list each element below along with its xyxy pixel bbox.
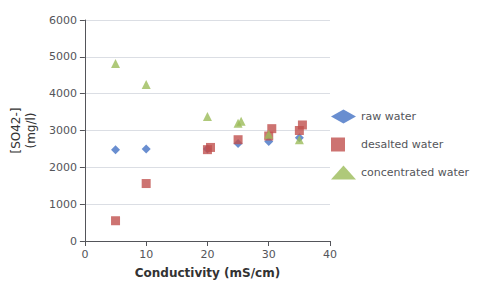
svg-text:20: 20 bbox=[200, 248, 214, 261]
svg-text:1000: 1000 bbox=[49, 198, 77, 211]
svg-text:Conductivity (mS/cm): Conductivity (mS/cm) bbox=[135, 266, 280, 280]
svg-text:raw water: raw water bbox=[361, 110, 417, 123]
svg-text:10: 10 bbox=[139, 248, 153, 261]
svg-text:2000: 2000 bbox=[49, 161, 77, 174]
svg-text:(mg/l): (mg/l) bbox=[24, 112, 38, 148]
svg-text:6000: 6000 bbox=[49, 14, 77, 27]
svg-text:concentrated water: concentrated water bbox=[361, 166, 469, 179]
svg-text:4000: 4000 bbox=[49, 87, 77, 100]
svg-text:desalted water: desalted water bbox=[361, 138, 444, 151]
svg-text:0: 0 bbox=[70, 235, 77, 248]
svg-text:5000: 5000 bbox=[49, 50, 77, 63]
svg-text:3000: 3000 bbox=[49, 124, 77, 137]
svg-text:30: 30 bbox=[262, 248, 276, 261]
svg-text:40: 40 bbox=[323, 248, 337, 261]
svg-text:[SO42-]: [SO42-] bbox=[9, 107, 23, 153]
svg-text:0: 0 bbox=[81, 248, 88, 261]
